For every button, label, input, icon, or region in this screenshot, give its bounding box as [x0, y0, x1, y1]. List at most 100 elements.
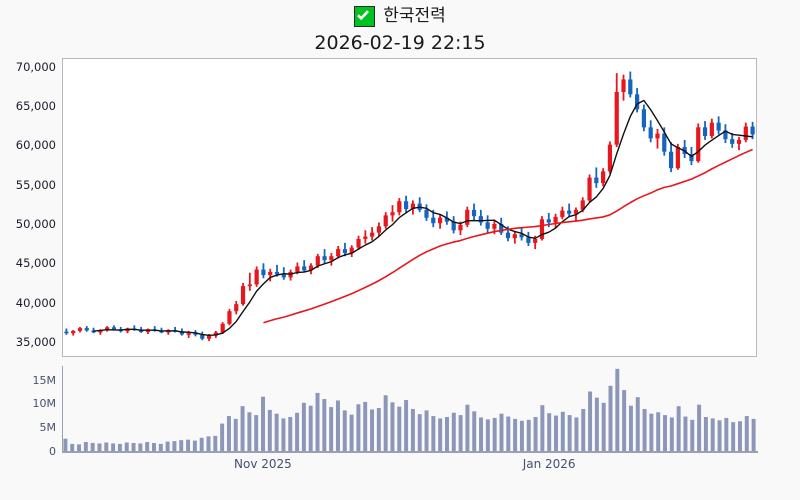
x-tick-label: Jan 2026: [522, 457, 576, 471]
price-chart-panel: [62, 58, 757, 357]
volume-bar: [663, 415, 667, 451]
candle-up: [587, 177, 592, 201]
candle-up: [295, 266, 300, 272]
candle-up: [329, 256, 334, 261]
volume-bar: [111, 443, 116, 451]
volume-bar: [547, 413, 552, 451]
candle-up: [336, 249, 341, 257]
candle-down: [628, 79, 633, 95]
volume-bar: [431, 416, 436, 451]
candle-down: [485, 222, 490, 229]
candle-up: [370, 232, 375, 237]
page-title: 한국전력: [383, 5, 446, 26]
candle-down: [342, 249, 348, 254]
volume-bar: [697, 404, 702, 451]
x-tick-label: Nov 2025: [234, 457, 292, 471]
candle-up: [206, 335, 212, 339]
volume-bar: [233, 418, 238, 451]
price-tick-label: 65,000: [15, 99, 56, 114]
volume-bar: [710, 418, 715, 451]
volume-bar: [567, 415, 572, 451]
volume-bar: [690, 419, 695, 451]
price-tick-label: 50,000: [15, 217, 56, 231]
volume-tick-label: 15M: [32, 373, 57, 387]
volume-bar: [390, 402, 395, 451]
volume-bar: [560, 411, 565, 451]
volume-tick-label: 5M: [39, 420, 57, 434]
candle-down: [702, 127, 708, 136]
candle-up: [268, 271, 273, 276]
candle-up: [254, 269, 259, 285]
candle-up: [512, 234, 517, 239]
volume-bar: [601, 402, 606, 451]
volume-bar: [63, 438, 68, 451]
volume-bar: [526, 419, 531, 451]
volume-bar: [70, 443, 75, 451]
candle-wick: [656, 128, 659, 149]
volume-bar: [322, 399, 327, 451]
candle-up: [71, 330, 76, 334]
candle-down: [302, 266, 307, 271]
volume-bar: [417, 414, 422, 451]
volume-bar: [145, 442, 150, 451]
candle-up: [220, 323, 225, 333]
volume-tick-label: 0: [49, 444, 56, 458]
volume-bar: [676, 406, 681, 451]
candle-down: [193, 333, 198, 335]
candle-up: [376, 226, 382, 233]
price-tick-label: 60,000: [15, 138, 56, 153]
candle-wick: [269, 268, 272, 282]
volume-bar: [138, 443, 143, 451]
volume-bar: [90, 442, 95, 451]
candle-down: [451, 221, 456, 231]
candle-down: [322, 256, 327, 261]
volume-bar: [124, 442, 129, 451]
volume-bar: [226, 416, 231, 451]
volume-bar: [383, 395, 388, 451]
volume-bar: [703, 417, 708, 451]
candle-up: [240, 286, 246, 305]
candle-up: [410, 203, 415, 210]
volume-bars-svg: [63, 368, 756, 451]
volume-bar: [404, 400, 409, 451]
candle-up: [553, 216, 558, 223]
volume-baseline: [62, 451, 758, 453]
volume-bar: [213, 435, 218, 451]
green-check-icon: [354, 5, 376, 27]
ma-long-line: [263, 148, 753, 324]
candle-wick: [323, 249, 326, 264]
candle-down: [431, 217, 436, 224]
candle-down: [499, 224, 504, 233]
candle-up: [234, 304, 239, 312]
volume-bar: [642, 408, 647, 451]
candle-down: [261, 269, 266, 276]
candle-up: [655, 133, 660, 139]
candle-down: [505, 232, 511, 239]
volume-bar: [622, 390, 627, 451]
candle-up: [247, 284, 252, 287]
candle-up: [383, 215, 388, 227]
candle-up: [709, 122, 714, 136]
candle-up: [675, 147, 680, 169]
volume-bar: [451, 412, 456, 451]
candle-down: [648, 127, 653, 139]
volume-bar: [669, 417, 674, 451]
volume-bar: [199, 437, 204, 451]
volume-bar: [247, 412, 252, 451]
candle-wick: [133, 325, 136, 331]
volume-bar: [594, 397, 599, 451]
volume-bar: [608, 385, 613, 451]
candle-down: [526, 237, 531, 243]
candle-wick: [153, 326, 156, 332]
volume-bar: [220, 423, 225, 451]
candle-down: [635, 94, 640, 110]
volume-bar: [717, 420, 722, 451]
candle-wick: [174, 326, 176, 333]
candle-down: [723, 130, 728, 140]
volume-bar: [77, 444, 82, 451]
candle-up: [363, 236, 368, 239]
volume-bar: [540, 405, 545, 451]
candle-down: [444, 217, 449, 222]
candle-wick: [276, 264, 278, 277]
candle-down: [567, 210, 572, 214]
